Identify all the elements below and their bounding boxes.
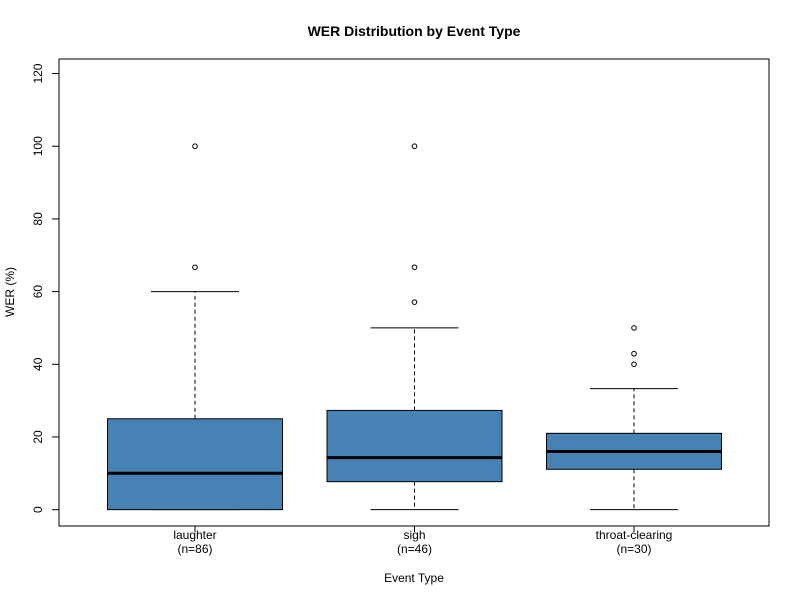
y-tick-label: 100	[31, 136, 45, 156]
iqr-box	[326, 409, 503, 483]
boxes-layer	[107, 143, 722, 511]
outlier-point	[192, 264, 198, 271]
outlier-point	[631, 325, 637, 331]
outlier-point	[631, 361, 637, 368]
outlier-point	[631, 350, 637, 357]
y-axis-ticks: 0 20 40 60 80 100 120	[31, 63, 59, 513]
iqr-box	[107, 418, 283, 511]
box-throat-clearing	[546, 325, 722, 511]
chart-title: WER Distribution by Event Type	[308, 23, 521, 39]
x-axis-title: Event Type	[384, 571, 444, 585]
x-axis-labels: laughter(n=86) sigh(n=46) throat-clearing(…	[173, 526, 672, 556]
y-tick-label: 120	[31, 63, 45, 83]
x-tick-count-label: (n=46)	[397, 542, 432, 556]
box-sigh	[326, 143, 503, 511]
y-tick-label: 20	[31, 430, 45, 444]
x-tick-count-label: (n=30)	[616, 542, 651, 556]
y-tick-label: 40	[31, 357, 45, 371]
outlier-point	[411, 264, 418, 271]
y-tick-label: 80	[31, 212, 45, 226]
y-axis-title: WER (%)	[3, 267, 17, 317]
outlier-point	[411, 299, 418, 305]
x-tick-label: sigh	[403, 528, 425, 542]
outlier-point	[411, 143, 418, 150]
x-tick-label: throat-clearing	[596, 528, 673, 542]
x-tick-label: laughter	[173, 528, 216, 542]
x-tick-count-label: (n=86)	[177, 542, 212, 556]
y-tick-label: 0	[31, 506, 45, 513]
y-tick-label: 60	[31, 285, 45, 299]
outlier-point	[192, 143, 198, 150]
box-laughter	[107, 143, 283, 511]
